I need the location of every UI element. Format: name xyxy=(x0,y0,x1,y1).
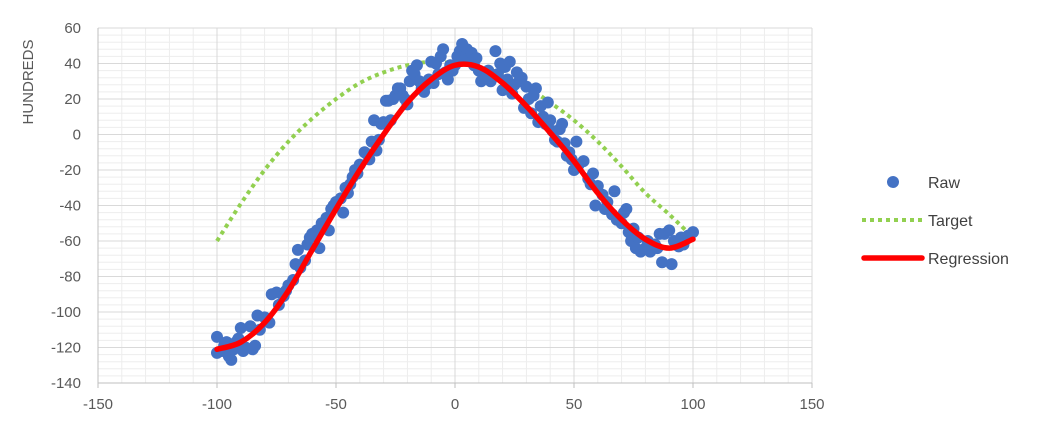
x-tick-label: -50 xyxy=(325,396,347,413)
raw-point xyxy=(620,203,633,216)
y-tick-label: 40 xyxy=(64,56,81,73)
grid xyxy=(97,27,813,384)
raw-point xyxy=(529,82,542,95)
raw-point xyxy=(410,59,423,72)
y-tick-label: -140 xyxy=(51,375,81,392)
y-tick-label: 60 xyxy=(64,20,81,37)
raw-point xyxy=(577,155,590,168)
x-tick-label: 50 xyxy=(566,396,583,413)
raw-point xyxy=(663,224,676,237)
y-axis-title: HUNDREDS xyxy=(20,39,37,124)
y-tick-label: 20 xyxy=(64,91,81,108)
raw-point xyxy=(503,55,516,68)
raw-point xyxy=(556,117,569,130)
legend: Raw Target Regression xyxy=(861,175,1009,268)
raw-point xyxy=(211,330,223,343)
y-tick-label: 0 xyxy=(73,127,81,144)
regression-line xyxy=(214,61,696,353)
x-tick-label: 100 xyxy=(680,396,705,413)
raw-point xyxy=(291,243,304,256)
x-tick-label: 0 xyxy=(451,396,459,413)
raw-point xyxy=(587,167,600,180)
raw-point xyxy=(515,71,528,84)
raw-point xyxy=(437,43,450,56)
raw-point xyxy=(544,114,557,127)
raw-point xyxy=(656,256,669,269)
raw-point xyxy=(570,135,583,148)
legend-label-regression: Regression xyxy=(928,251,1009,268)
x-tick-label: -100 xyxy=(202,396,232,413)
y-tick-label: -100 xyxy=(51,304,81,321)
y-tick-label: -20 xyxy=(59,162,81,179)
raw-point xyxy=(249,339,262,352)
raw-point xyxy=(608,185,621,198)
raw-point xyxy=(225,353,238,366)
raw-point xyxy=(589,199,602,212)
raw-point xyxy=(520,80,533,93)
raw-point xyxy=(489,45,502,58)
y-tick-label: -40 xyxy=(59,198,81,215)
raw-point xyxy=(337,206,350,219)
raw-point xyxy=(441,73,454,86)
regression-series xyxy=(214,61,696,353)
legend-raw-marker xyxy=(887,176,899,188)
axes: -150 -100 -50 0 50 100 150 60 40 20 0 -20 -40 -60 -80 -… xyxy=(51,20,825,413)
x-tick-label: 150 xyxy=(799,396,824,413)
y-tick-label: -60 xyxy=(59,233,81,250)
legend-label-raw: Raw xyxy=(928,175,960,192)
y-tick-label: -80 xyxy=(59,269,81,286)
legend-label-target: Target xyxy=(928,213,973,230)
y-tick-label: -120 xyxy=(51,340,81,357)
x-tick-label: -150 xyxy=(83,396,113,413)
raw-point xyxy=(687,226,699,239)
raw-point xyxy=(541,96,554,109)
raw-point xyxy=(470,52,483,65)
raw-point xyxy=(234,321,247,334)
raw-point xyxy=(665,258,678,271)
raw-point xyxy=(244,320,257,333)
